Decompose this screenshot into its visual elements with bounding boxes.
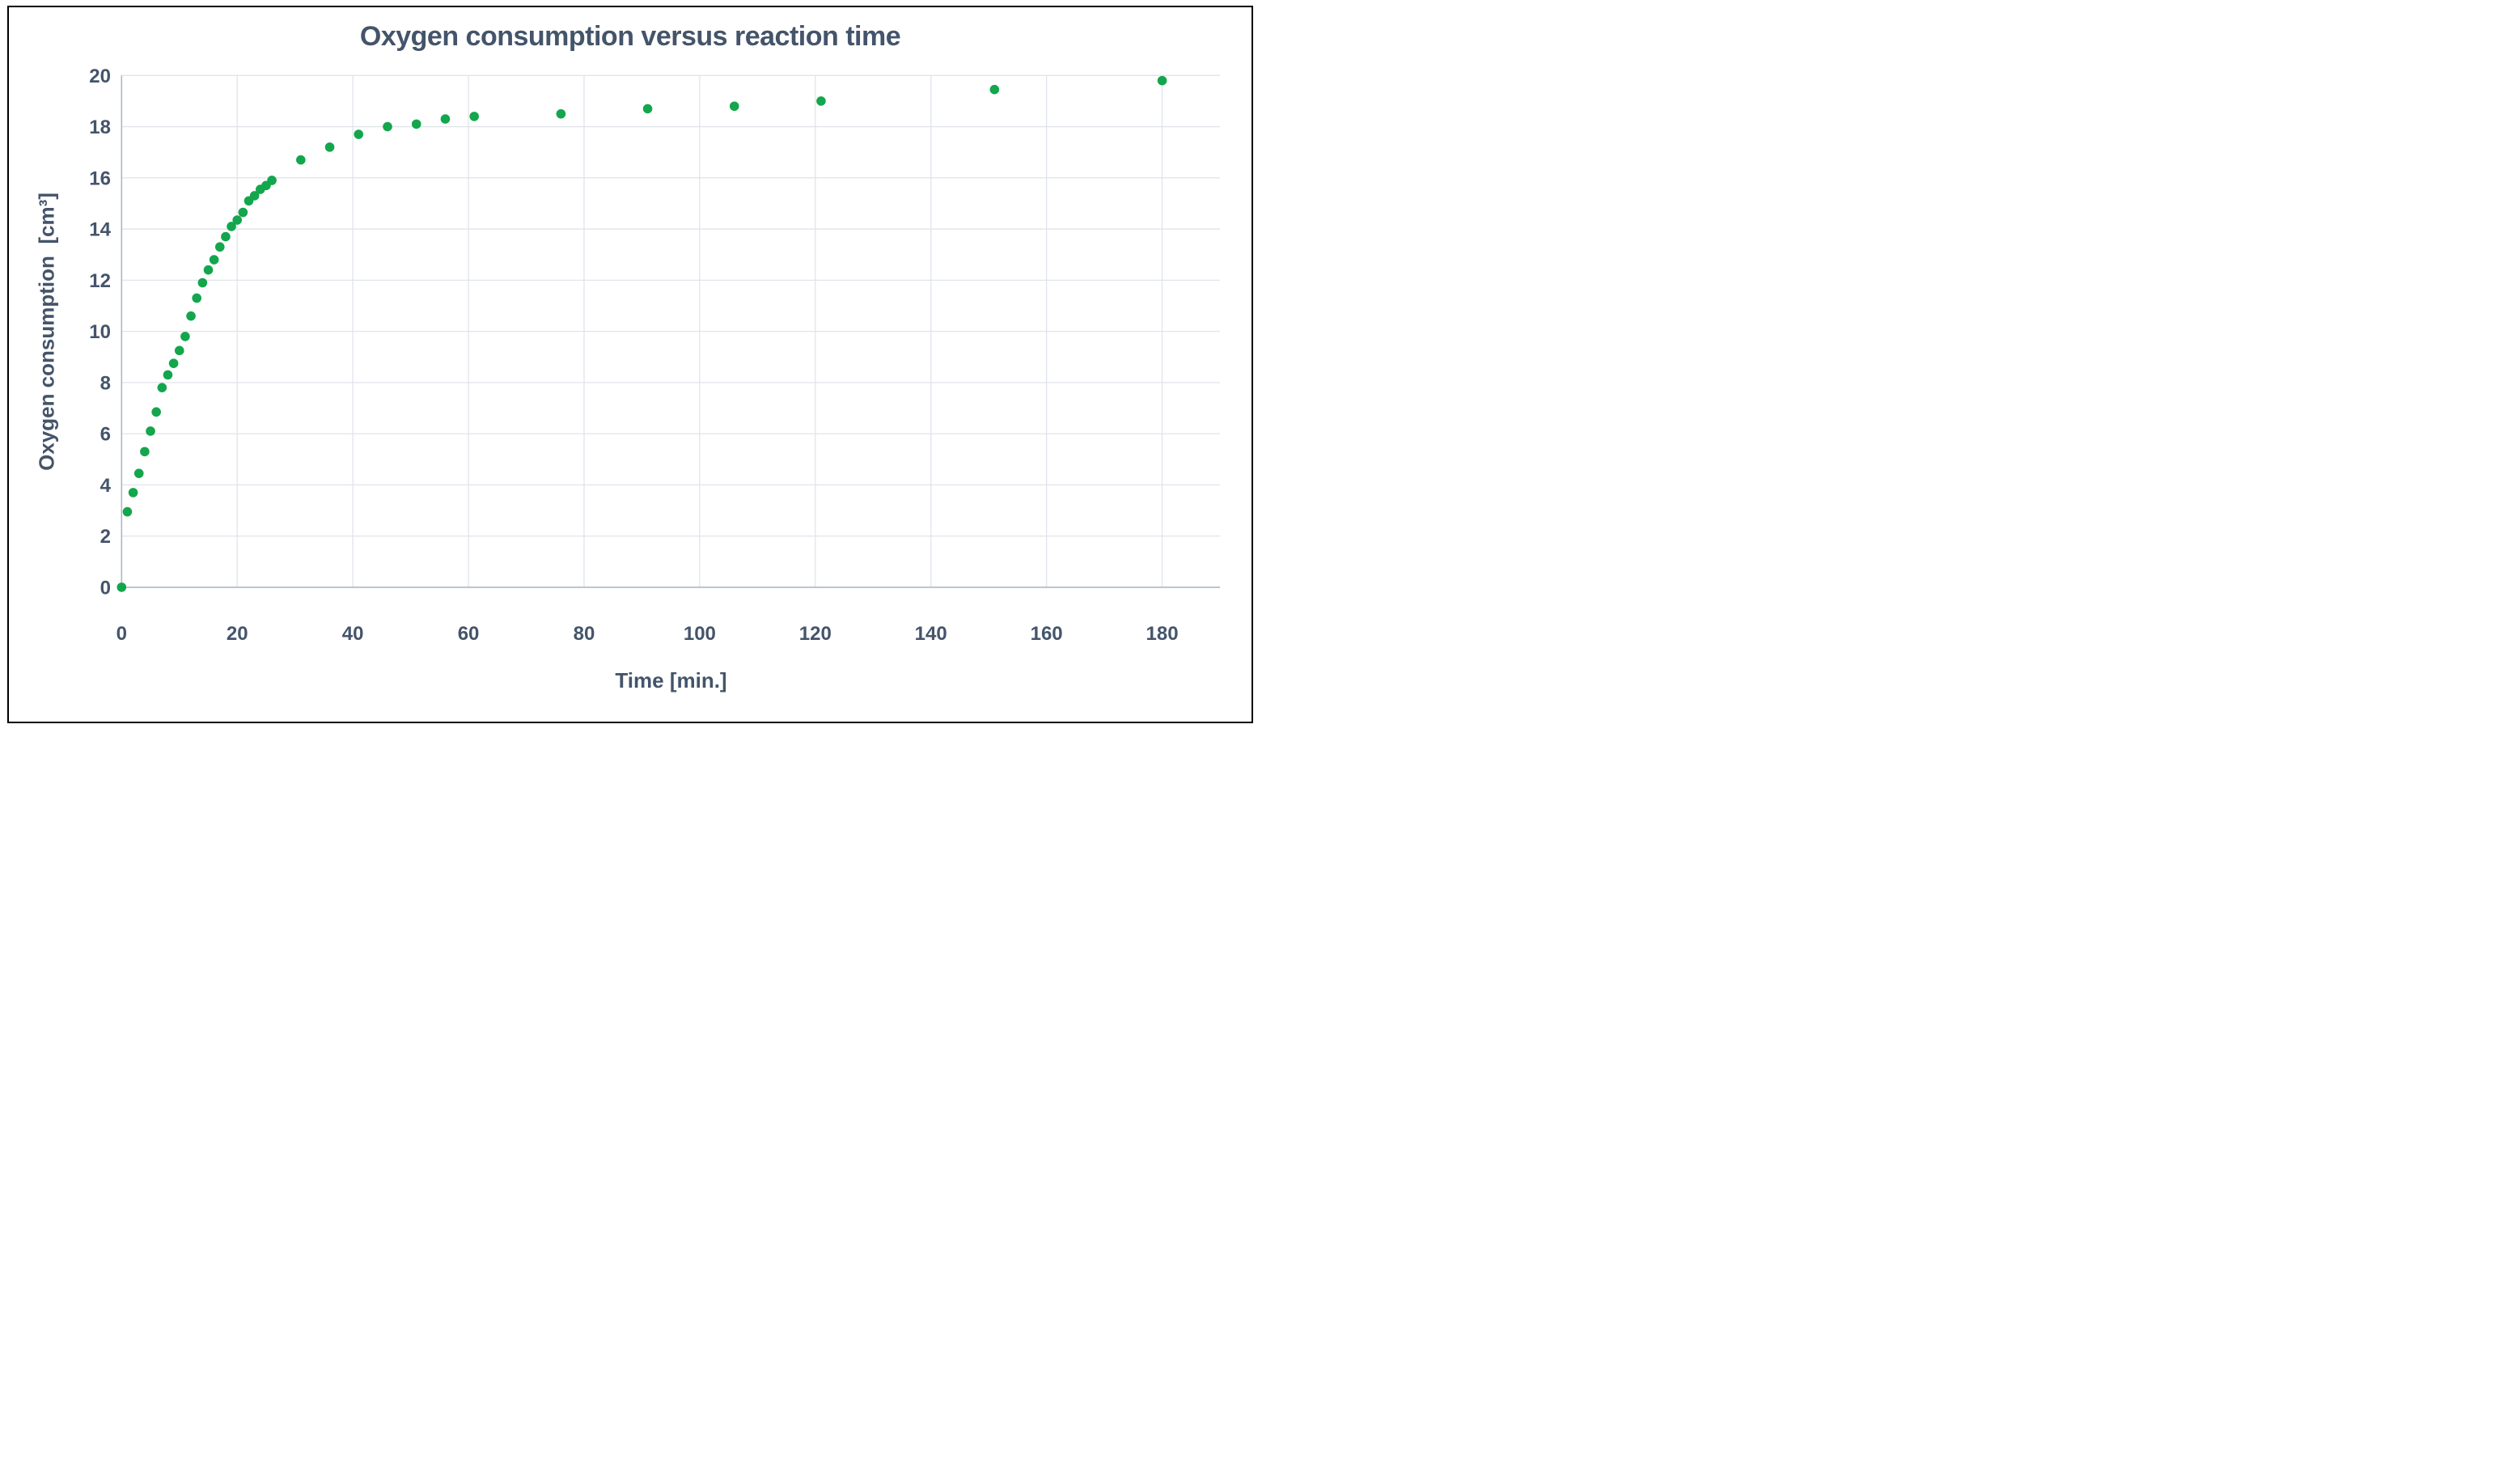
- data-point: [192, 293, 201, 303]
- x-tick-label: 140: [915, 623, 947, 645]
- x-tick-label: 160: [1031, 623, 1063, 645]
- x-tick-label: 20: [227, 623, 248, 645]
- data-point: [556, 108, 566, 119]
- data-point: [816, 96, 826, 106]
- x-tick-label: 180: [1146, 623, 1179, 645]
- y-tick-label: 16: [89, 167, 111, 189]
- y-tick-label: 6: [100, 424, 111, 446]
- y-tick-label: 18: [89, 116, 111, 138]
- chart-frame: [7, 6, 1253, 723]
- data-point: [411, 119, 421, 129]
- data-point: [238, 207, 248, 218]
- data-point: [146, 426, 155, 436]
- y-tick-label: 4: [100, 475, 112, 497]
- plot-area: 0 20 40 60 80 100 120 140 160 180 0 2 4 6 8 10 12 14 16 18 2…: [89, 66, 1220, 645]
- data-point: [729, 101, 739, 112]
- chart-title: Oxygen consumption versus reaction time: [359, 21, 901, 52]
- data-point: [440, 114, 451, 124]
- data-point: [642, 104, 653, 114]
- data-point: [128, 488, 138, 498]
- data-point: [469, 112, 479, 121]
- data-point: [151, 407, 161, 417]
- data-point: [186, 311, 196, 321]
- data-point: [174, 345, 184, 356]
- data-point: [324, 142, 335, 152]
- x-tick-label: 100: [684, 623, 716, 645]
- data-point: [354, 129, 364, 139]
- x-tick-label: 40: [342, 623, 364, 645]
- data-point: [209, 255, 219, 265]
- y-tick-label: 14: [89, 219, 111, 241]
- y-tick-label: 0: [100, 577, 111, 599]
- data-point: [267, 176, 277, 185]
- data-point: [180, 332, 190, 341]
- y-tick-label: 8: [100, 372, 111, 394]
- data-point: [989, 84, 1000, 95]
- y-tick-label: 12: [89, 270, 111, 292]
- x-tick-label: 120: [799, 623, 832, 645]
- y-tick-label: 10: [89, 321, 111, 343]
- x-axis-title: Time [min.]: [615, 668, 727, 692]
- data-point: [1157, 75, 1167, 86]
- x-tick-label: 0: [116, 623, 127, 645]
- data-point: [203, 265, 214, 275]
- data-point: [163, 370, 173, 380]
- data-point: [383, 121, 392, 132]
- data-point: [168, 358, 179, 368]
- data-point: [140, 447, 150, 457]
- x-tick-label: 80: [574, 623, 595, 645]
- data-point: [133, 468, 144, 478]
- data-point: [197, 277, 208, 288]
- data-point: [214, 242, 225, 252]
- data-point: [122, 506, 133, 517]
- data-point: [296, 155, 306, 165]
- chart-stage: 0 20 40 60 80 100 120 140 160 180 0 2 4 6 8 10 12 14 16 18 2…: [0, 0, 1260, 728]
- x-tick-label: 60: [458, 623, 480, 645]
- y-tick-label: 20: [89, 66, 111, 87]
- data-point: [116, 582, 127, 592]
- y-axis-title-text: Oxygen consumption [cm³]: [34, 193, 59, 471]
- data-point: [232, 215, 243, 225]
- data-point: [227, 222, 236, 231]
- data-point: [221, 231, 231, 242]
- data-point: [249, 191, 260, 201]
- y-tick-label: 2: [100, 526, 111, 548]
- data-point: [157, 383, 167, 392]
